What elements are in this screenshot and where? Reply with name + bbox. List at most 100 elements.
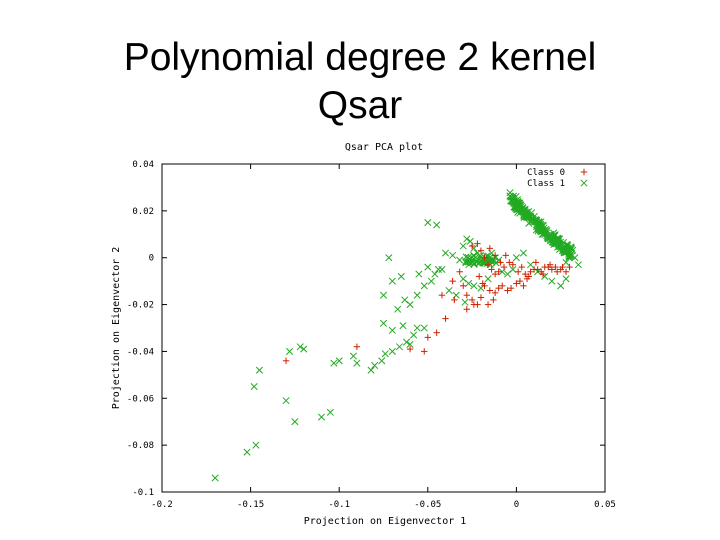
class-1-point	[255, 366, 264, 374]
class-0-point	[463, 306, 470, 313]
class-1-point	[349, 352, 357, 360]
class-1-point	[506, 192, 514, 200]
class-1-point	[378, 357, 386, 365]
x-axis-label: Projection on Eigenvector 1	[304, 516, 467, 527]
class-1-point	[513, 195, 522, 204]
class-0-point	[548, 266, 556, 273]
class-1-point	[462, 259, 470, 267]
class-0-point	[562, 268, 570, 275]
class-1-point	[406, 340, 414, 348]
slide-title-line-1: Polynomial degree 2 kernel	[123, 36, 597, 79]
class-1-point	[367, 366, 375, 374]
class-0-point	[522, 270, 529, 278]
class-1-point	[427, 277, 435, 285]
legend-marker	[580, 179, 588, 187]
class-0-point	[486, 287, 494, 294]
class-0-point	[477, 294, 485, 301]
y-tick-label: 0	[149, 254, 154, 264]
class-1-point	[250, 383, 258, 391]
class-0-point	[553, 268, 561, 275]
class-1-point	[326, 408, 334, 416]
class-1-point	[282, 397, 290, 405]
class-0-point	[491, 270, 499, 278]
class-1-point	[534, 227, 542, 235]
y-tick-label: -0.06	[127, 394, 154, 404]
class-0-point	[514, 268, 522, 275]
class-1-point	[445, 286, 453, 295]
class-0-point	[520, 282, 527, 290]
class-0-point	[488, 266, 495, 273]
y-tick-label: 0.04	[132, 160, 154, 170]
class-1-point	[406, 301, 414, 309]
class-1-point	[557, 282, 565, 290]
class-1-point	[470, 282, 478, 290]
class-0-point	[468, 242, 476, 250]
class-1-point	[424, 263, 432, 271]
legend-label: Class 0	[527, 168, 565, 178]
class-1-point	[243, 448, 251, 456]
class-0-point	[532, 259, 540, 266]
x-tick-label: -0.05	[414, 500, 441, 510]
class-0-point	[497, 259, 504, 266]
legend-marker	[580, 168, 588, 176]
class-1-point	[463, 235, 471, 243]
class-0-point	[456, 268, 463, 275]
class-0-point	[566, 263, 573, 271]
slide-title-line-2: Qsar	[317, 84, 403, 127]
class-1-point	[335, 357, 343, 365]
class-0-point	[507, 284, 515, 292]
class-1-point	[481, 259, 489, 267]
class-1-point	[559, 238, 567, 246]
class-0-point	[479, 280, 486, 287]
class-1-point	[561, 248, 569, 257]
class-0-point	[468, 296, 476, 304]
class-0-point	[546, 261, 554, 268]
class-1-point	[484, 275, 492, 283]
slide-title: Polynomial degree 2 kernel Qsar	[0, 34, 720, 130]
class-1-point	[441, 249, 450, 257]
class-0-point	[421, 348, 428, 355]
class-0-point	[495, 268, 502, 275]
class-0-point	[525, 273, 533, 280]
chart-title: Qsar PCA plot	[345, 142, 423, 153]
class-1-point	[528, 215, 536, 223]
class-0-point	[449, 277, 456, 285]
class-1-point	[395, 343, 404, 351]
x-tick-label: -0.2	[151, 500, 173, 510]
class-0-point	[516, 277, 524, 285]
class-1-point	[473, 258, 481, 266]
class-0-point	[500, 263, 508, 271]
class-0-point	[406, 345, 414, 353]
class-1-point	[528, 209, 536, 217]
class-0-point	[282, 357, 290, 364]
x-tick-label: -0.15	[237, 500, 264, 510]
class-1-point	[565, 254, 573, 262]
y-axis-label: Projection on Eigenvector 2	[111, 247, 122, 410]
class-1-point	[459, 242, 467, 250]
class-1-point	[388, 347, 396, 355]
class-1-point	[420, 324, 428, 332]
class-1-point	[438, 265, 446, 273]
class-1-point	[449, 251, 457, 259]
class-1-point	[413, 324, 421, 332]
y-tick-label: -0.04	[127, 347, 154, 357]
class-0-point	[506, 259, 513, 266]
class-1-point	[548, 277, 556, 285]
class-1-point	[410, 331, 418, 339]
class-1-point	[552, 240, 560, 248]
class-1-point	[413, 291, 421, 299]
class-0-point	[484, 301, 492, 308]
class-0-point	[490, 296, 497, 304]
class-0-point	[559, 263, 566, 271]
class-0-point	[424, 334, 431, 341]
class-1-point	[379, 319, 388, 327]
class-0-point	[539, 270, 547, 278]
class-0-point	[484, 261, 492, 268]
class-0-point	[477, 247, 485, 254]
class-1-point	[424, 219, 432, 227]
class-1-point	[546, 234, 554, 242]
class-0-point	[504, 287, 511, 294]
x-tick-label: 0.05	[594, 500, 616, 510]
